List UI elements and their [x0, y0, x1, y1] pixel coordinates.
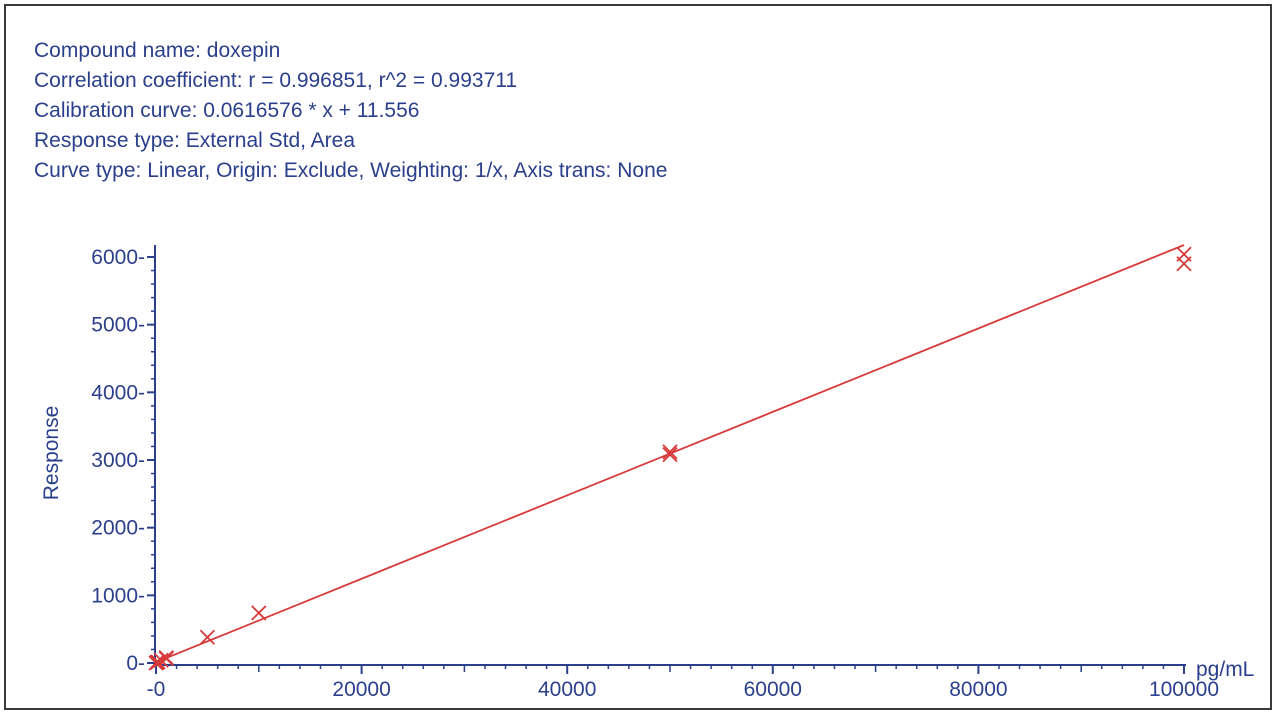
data-point-marker — [662, 446, 678, 463]
x-tick-label: -0 — [147, 678, 166, 701]
data-point-marker — [251, 605, 267, 621]
compound-name: Compound name: doxepin — [34, 39, 281, 62]
data-point-marker — [150, 654, 166, 670]
y-tick-label: 4000- — [91, 381, 145, 404]
x-tick-label: 60000 — [744, 678, 802, 701]
x-tick-label: 40000 — [538, 678, 596, 701]
y-tick-label: 6000- — [91, 246, 145, 269]
y-axis-title: Response — [40, 406, 63, 501]
y-tick-label: 0- — [126, 652, 145, 675]
points-layer — [148, 246, 1192, 671]
x-axis-title: pg/mL — [1196, 658, 1254, 681]
axes-layer: 0- 1000- 2000- 3000- 4000- 5000- 6000- -0 20000 4… — [91, 245, 1219, 701]
data-point-marker — [662, 444, 678, 460]
response-type: Response type: External Std, Area — [34, 129, 356, 152]
x-tick-label: 20000 — [332, 678, 390, 701]
x-tick-label: 100000 — [1149, 678, 1219, 701]
data-point-marker — [199, 629, 216, 645]
y-tick-label: 1000- — [91, 584, 145, 607]
correlation-coefficient: Correlation coefficient: r = 0.996851, r… — [34, 69, 518, 92]
data-point-marker — [1176, 256, 1192, 272]
curve-type: Curve type: Linear, Origin: Exclude, Wei… — [34, 159, 668, 182]
y-tick-label: 2000- — [91, 517, 145, 540]
compound-info-block: Compound name: doxepin Correlation coeff… — [34, 36, 667, 186]
calibration-curve-equation: Calibration curve: 0.0616576 * x + 11.55… — [34, 99, 420, 122]
y-tick-label: 5000- — [91, 314, 145, 337]
chart-frame — [4, 4, 1272, 710]
data-point-marker — [153, 652, 169, 668]
y-tick-label: 3000- — [91, 449, 145, 472]
x-tick-label: 80000 — [949, 678, 1007, 701]
data-point-marker — [158, 650, 174, 667]
